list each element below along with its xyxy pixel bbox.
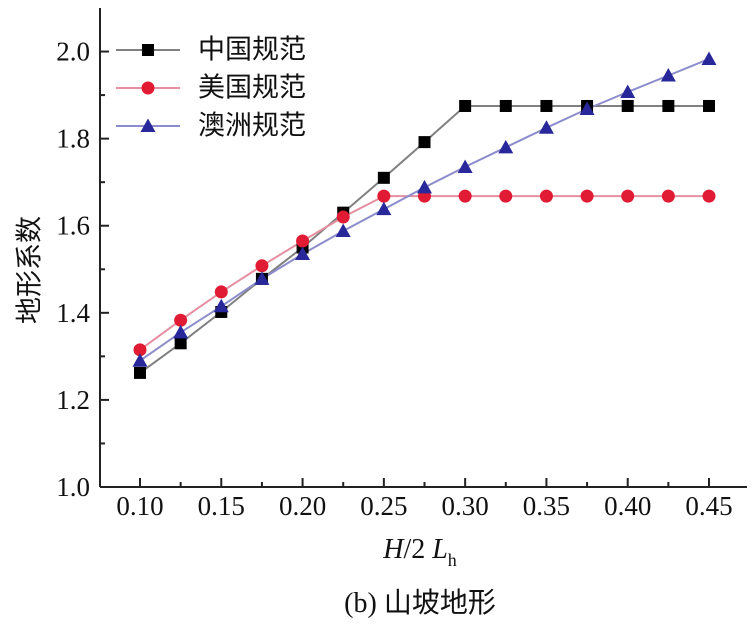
series-2-point bbox=[296, 234, 310, 248]
x-axis-title-sub: h bbox=[448, 550, 457, 570]
y-tick-label: 1.4 bbox=[56, 298, 90, 328]
series-2-point bbox=[499, 189, 513, 203]
tick-labels: 1.0 1.2 1.4 1.6 1.8 2.0 0.10 0.15 0.20 0.25 0.30 0.… bbox=[56, 37, 732, 521]
series-3-point bbox=[620, 84, 636, 99]
series-2-point bbox=[377, 189, 391, 203]
series-2-point bbox=[539, 189, 553, 203]
series-3-point bbox=[254, 271, 270, 285]
legend-label-1: 中国规范 bbox=[198, 35, 306, 66]
legend-label-3: 澳洲规范 bbox=[198, 111, 306, 142]
series-2-point bbox=[621, 189, 635, 203]
ticks bbox=[100, 50, 710, 488]
x-axis-title: H/2 Lh bbox=[382, 534, 457, 570]
series-2-point bbox=[214, 285, 228, 299]
legend-marker-3 bbox=[140, 118, 156, 132]
series-1-point bbox=[540, 99, 553, 112]
series-3-point bbox=[417, 179, 432, 194]
series-3-point bbox=[579, 101, 595, 116]
series-1-point bbox=[499, 99, 512, 112]
series-3-point bbox=[335, 223, 351, 237]
series-1-point bbox=[703, 99, 715, 112]
series-3-point bbox=[173, 324, 189, 339]
series-1-point bbox=[174, 337, 187, 350]
y-tick-label: 1.6 bbox=[56, 211, 90, 241]
x-axis-title-mid: /2 bbox=[403, 534, 432, 565]
x-tick-label: 0.15 bbox=[198, 491, 245, 521]
series-3-point bbox=[213, 298, 229, 313]
series-2-point bbox=[133, 343, 147, 357]
series-1-point bbox=[377, 171, 390, 184]
series-1-point bbox=[134, 366, 146, 379]
series-3-point bbox=[295, 246, 311, 261]
y-tick-label: 1.8 bbox=[56, 124, 90, 154]
x-axis-title-h: H bbox=[382, 534, 405, 565]
x-axis-title-l: L bbox=[431, 534, 448, 565]
series-2-point bbox=[255, 259, 269, 273]
series-2-point bbox=[661, 189, 675, 203]
series-2-point bbox=[174, 313, 188, 327]
series-2-point bbox=[702, 189, 716, 203]
series-line-2 bbox=[139, 195, 709, 351]
x-tick-label: 0.25 bbox=[360, 491, 407, 521]
series-3-point bbox=[132, 353, 148, 367]
series-3-point bbox=[498, 139, 514, 154]
series-3-point bbox=[376, 201, 392, 216]
legend-marker-1 bbox=[142, 44, 154, 56]
y-tick-label: 2.0 bbox=[56, 37, 90, 67]
series-2-point bbox=[580, 189, 594, 203]
series-1-point bbox=[459, 99, 472, 112]
x-tick-label: 0.45 bbox=[685, 491, 732, 521]
y-tick-label: 1.0 bbox=[56, 472, 90, 502]
legend-label-2: 美国规范 bbox=[198, 73, 306, 104]
series-markers bbox=[132, 51, 717, 379]
x-tick-label: 0.10 bbox=[116, 491, 163, 521]
series-2-point bbox=[336, 210, 350, 224]
x-tick-label: 0.30 bbox=[442, 491, 489, 521]
legend-marker-2 bbox=[141, 81, 155, 95]
x-tick-label: 0.20 bbox=[279, 491, 326, 521]
series-2-point bbox=[458, 189, 472, 203]
series-1-point bbox=[418, 136, 431, 149]
y-tick-label: 1.2 bbox=[56, 385, 90, 415]
series-3-point bbox=[457, 159, 473, 173]
x-tick-label: 0.40 bbox=[604, 491, 651, 521]
x-tick-label: 0.35 bbox=[523, 491, 570, 521]
y-axis-title: 地形系数 bbox=[15, 216, 46, 324]
series-1-point bbox=[621, 99, 634, 112]
chart-caption: (b) 山坡地形 bbox=[344, 587, 496, 619]
series-3-point bbox=[701, 51, 717, 65]
series-3-point bbox=[538, 120, 554, 134]
series-3-point bbox=[660, 67, 676, 82]
series-1-point bbox=[662, 99, 675, 112]
